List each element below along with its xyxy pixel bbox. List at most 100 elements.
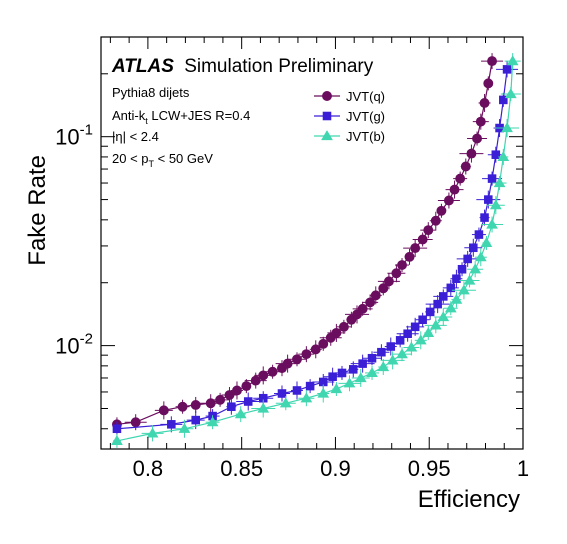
jet-annotation-sub: t	[145, 116, 148, 126]
legend-label: JVT(b)	[346, 129, 385, 144]
data-point	[446, 283, 456, 293]
pt-annotation-b: < 50 GeV	[154, 151, 213, 166]
data-point	[405, 341, 418, 352]
legend-label: JVT(g)	[346, 109, 385, 124]
data-point	[258, 370, 269, 381]
data-point	[463, 274, 476, 285]
y-axis-title: Fake Rate	[24, 155, 51, 266]
data-point	[403, 329, 412, 338]
legend-marker	[322, 91, 332, 101]
data-point	[433, 299, 442, 309]
data-point	[429, 319, 442, 330]
data-point	[395, 336, 405, 345]
data-point	[414, 334, 427, 345]
data-point	[469, 243, 478, 253]
data-point	[460, 161, 471, 172]
data-point	[300, 392, 313, 403]
data-point	[257, 402, 270, 413]
data-point	[487, 56, 498, 67]
legend-item: JVT(q)	[314, 89, 385, 104]
atlas-logo-text: ATLAS	[111, 56, 174, 77]
data-point	[457, 264, 467, 274]
data-point	[337, 368, 347, 378]
data-point	[357, 303, 368, 314]
data-point	[167, 420, 176, 429]
data-point	[502, 65, 512, 74]
data-point	[232, 385, 242, 396]
data-point	[506, 55, 519, 66]
data-point	[417, 234, 428, 245]
legend-marker	[322, 111, 332, 121]
pt-annotation-sub: T	[149, 159, 155, 169]
jet-annotation-a: Anti-k	[112, 108, 146, 123]
data-point	[443, 195, 454, 206]
data-point	[425, 307, 435, 317]
x-tick-label: 0.9	[320, 456, 351, 481]
pt-annotation-a: 20 < p	[112, 151, 149, 166]
data-point	[404, 251, 415, 262]
data-point	[305, 381, 315, 391]
data-point	[178, 422, 191, 433]
data-point	[279, 397, 292, 408]
data-point	[377, 361, 390, 372]
data-point	[328, 372, 337, 381]
data-point	[480, 213, 489, 222]
y-tick-label: 10-1	[55, 122, 93, 150]
data-point	[430, 215, 441, 226]
data-point	[292, 354, 302, 365]
data-point	[241, 381, 252, 392]
data-point	[292, 386, 302, 395]
data-point	[358, 359, 367, 368]
atlas-subtitle: Simulation Preliminary	[184, 56, 374, 77]
atlas-label: ATLAS Simulation Preliminary	[111, 56, 374, 77]
data-point	[463, 254, 472, 264]
jet-annotation-b: LCW+JES R=0.4	[148, 108, 251, 123]
data-point	[366, 367, 378, 378]
data-point	[437, 311, 450, 322]
data-point	[378, 283, 389, 294]
data-point	[386, 342, 396, 351]
data-point	[444, 302, 457, 313]
sample-annotation: Pythia8 dijets	[112, 85, 190, 100]
data-point	[158, 405, 169, 416]
data-point	[318, 338, 329, 349]
eta-annotation: |η| < 2.4	[112, 129, 159, 144]
data-point	[436, 205, 447, 216]
data-point	[234, 408, 247, 419]
data-point	[450, 293, 463, 304]
data-point	[391, 268, 402, 279]
data-point	[486, 218, 498, 229]
data-point	[317, 387, 330, 398]
data-point	[474, 230, 484, 239]
data-point	[227, 402, 236, 411]
data-point	[422, 327, 435, 338]
data-point	[497, 151, 510, 162]
data-point	[215, 394, 226, 405]
data-point	[146, 427, 159, 438]
data-point	[396, 348, 408, 359]
data-point	[466, 148, 477, 159]
data-point	[489, 199, 502, 210]
legend-marker	[321, 130, 333, 141]
series-line	[116, 69, 508, 430]
legend-label: JVT(q)	[346, 89, 385, 104]
data-point	[190, 399, 201, 410]
data-point	[493, 177, 506, 188]
data-point	[367, 353, 377, 363]
legend-item: JVT(g)	[314, 109, 385, 124]
data-point	[112, 424, 122, 434]
data-point	[469, 263, 482, 274]
data-point	[504, 88, 517, 99]
data-point	[243, 397, 253, 406]
data-point	[472, 133, 482, 144]
series-JVT(q)	[111, 53, 504, 432]
data-point	[224, 390, 235, 400]
data-point	[130, 417, 141, 428]
data-point	[487, 174, 497, 183]
data-point	[452, 274, 461, 283]
data-point	[343, 377, 356, 388]
data-point	[377, 347, 386, 357]
x-tick-label: 0.85	[220, 456, 263, 481]
data-point	[418, 315, 427, 325]
data-point	[282, 358, 293, 369]
